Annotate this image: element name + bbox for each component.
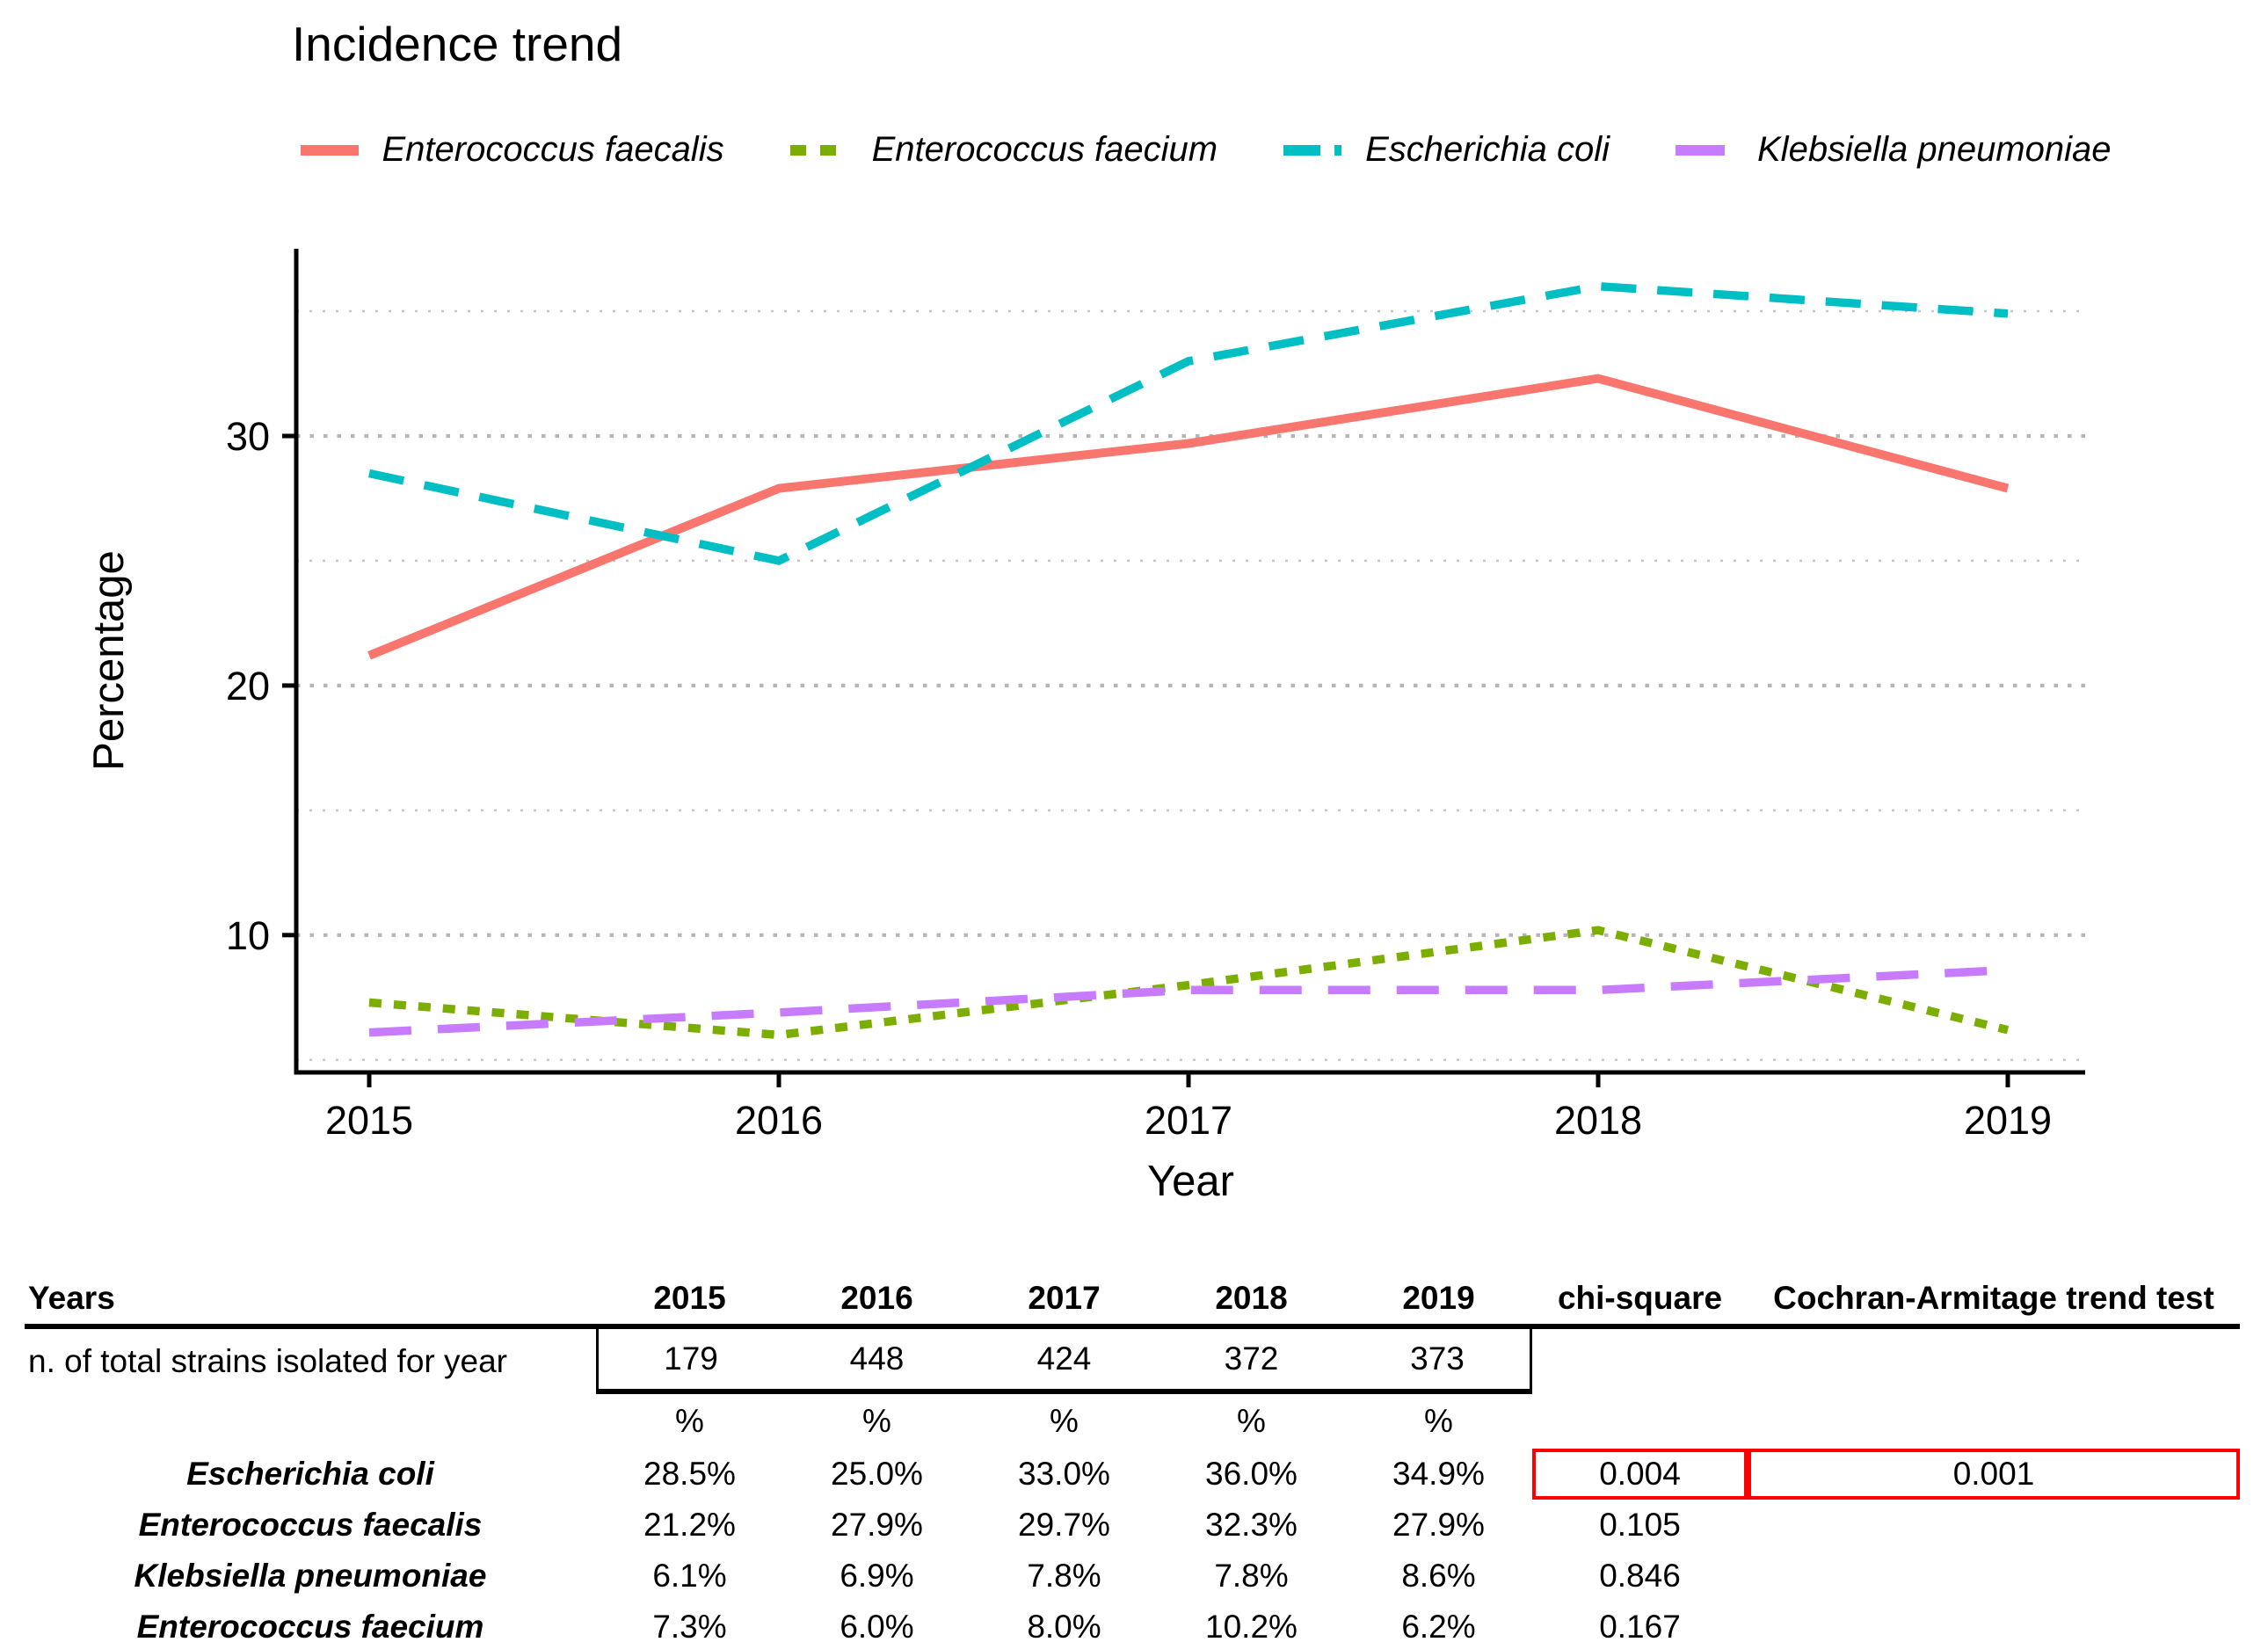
x-tick-label: 2016 xyxy=(735,1098,823,1143)
col-header-chi-square: chi-square xyxy=(1532,1273,1748,1329)
x-tick-label: 2015 xyxy=(325,1098,413,1143)
y-tick-label: 20 xyxy=(226,664,270,708)
empty-cell xyxy=(1748,1329,2240,1394)
series-line xyxy=(368,965,2009,1037)
legend-label: Escherichia coli xyxy=(1365,130,1610,169)
x-tick-label: 2018 xyxy=(1554,1098,1642,1143)
percentage-value: 27.9% xyxy=(831,1507,923,1543)
x-axis-title: Year xyxy=(1147,1158,1234,1205)
percent-symbol: % xyxy=(675,1403,704,1439)
percentage-value: 7.8% xyxy=(1214,1558,1289,1594)
percentage-value: 32.3% xyxy=(1205,1507,1298,1543)
cochran-armitage-value xyxy=(1748,1602,2240,1642)
percentage-value: 27.9% xyxy=(1392,1507,1485,1543)
incidence-trend-chart: 10 20 30 2015 2016 2017 2018 2019 Year Percentage xyxy=(85,249,2085,1205)
chi-square-value: 0.167 xyxy=(1599,1609,1681,1642)
percent-symbol: % xyxy=(1424,1403,1453,1439)
percent-symbol: % xyxy=(1237,1403,1266,1439)
legend-label: Klebsiella pneumoniae xyxy=(1757,130,2112,169)
percentage-value: 36.0% xyxy=(1205,1456,1298,1492)
x-tick-label: 2019 xyxy=(1964,1098,2052,1143)
col-header-cochran-armitage: Cochran-Armitage trend test xyxy=(1748,1273,2240,1329)
empty-cell xyxy=(1748,1394,2240,1449)
series-line xyxy=(368,281,2009,565)
cochran-armitage-value xyxy=(1748,1500,2240,1551)
legend-item: Enterococcus faecium xyxy=(789,130,1218,170)
strains-count: 179 xyxy=(596,1329,783,1394)
chart-title: Incidence trend xyxy=(292,17,623,71)
row-label-species: Enterococcus faecalis xyxy=(138,1507,483,1543)
col-header-year: 2016 xyxy=(783,1273,970,1329)
x-tick-label: 2017 xyxy=(1145,1098,1232,1143)
col-header-year: 2015 xyxy=(596,1273,783,1329)
legend-key-line xyxy=(1283,144,1342,156)
col-header-year: 2018 xyxy=(1158,1273,1345,1329)
legend-item: Klebsiella pneumoniae xyxy=(1675,130,2112,170)
empty-cell xyxy=(25,1394,596,1449)
chart-legend: Enterococcus faecalis Enterococcus faeci… xyxy=(299,130,2112,170)
percentage-value: 33.0% xyxy=(1018,1456,1110,1492)
cochran-armitage-value: 0.001 xyxy=(1748,1449,2240,1500)
col-header-year: 2019 xyxy=(1345,1273,1532,1329)
y-tick-label: 30 xyxy=(226,414,270,459)
series-line xyxy=(368,926,2010,1040)
percent-symbol: % xyxy=(862,1403,891,1439)
row-label-total-strains: n. of total strains isolated for year xyxy=(28,1343,507,1379)
percentage-value: 10.2% xyxy=(1205,1609,1298,1642)
strains-count: 448 xyxy=(783,1329,970,1394)
percentage-value: 8.0% xyxy=(1027,1609,1101,1642)
chi-square-value: 0.846 xyxy=(1599,1558,1681,1594)
legend-key-line xyxy=(300,144,359,156)
empty-cell xyxy=(1532,1394,1748,1449)
percentage-value: 6.2% xyxy=(1401,1609,1476,1642)
y-tick-label: 10 xyxy=(226,913,270,958)
percentage-value: 8.6% xyxy=(1401,1558,1476,1594)
strains-count: 373 xyxy=(1345,1329,1532,1394)
percentage-value: 6.0% xyxy=(840,1609,914,1642)
percentage-value: 28.5% xyxy=(643,1456,736,1492)
percentage-value: 34.9% xyxy=(1392,1456,1485,1492)
percentage-value: 29.7% xyxy=(1018,1507,1110,1543)
y-axis-title: Percentage xyxy=(85,550,133,771)
percentage-value: 25.0% xyxy=(831,1456,923,1492)
percentage-value: 6.9% xyxy=(840,1558,914,1594)
empty-cell xyxy=(1532,1329,1748,1394)
cochran-armitage-value xyxy=(1748,1551,2240,1602)
strains-count: 424 xyxy=(970,1329,1158,1394)
percentage-value: 7.8% xyxy=(1027,1558,1101,1594)
percentage-value: 21.2% xyxy=(643,1507,736,1543)
results-table: Years 2015 2016 2017 2018 2019 chi-square Cochr… xyxy=(25,1273,2240,1642)
percent-symbol: % xyxy=(1050,1403,1079,1439)
legend-label: Enterococcus faecium xyxy=(871,130,1218,169)
legend-item: Escherichia coli xyxy=(1283,130,1610,170)
legend-item: Enterococcus faecalis xyxy=(300,130,724,170)
legend-key-line xyxy=(1676,144,1734,156)
row-label-species: Klebsiella pneumoniae xyxy=(134,1558,487,1594)
chi-square-value: 0.105 xyxy=(1599,1507,1681,1543)
chi-square-value: 0.004 xyxy=(1532,1449,1748,1500)
col-header-years: Years xyxy=(25,1273,596,1329)
percentage-value: 6.1% xyxy=(652,1558,727,1594)
row-label-species: Enterococcus faecium xyxy=(136,1609,484,1642)
col-header-year: 2017 xyxy=(970,1273,1158,1329)
row-label-species: Escherichia coli xyxy=(186,1456,434,1492)
series-line xyxy=(367,374,2010,660)
legend-label: Enterococcus faecalis xyxy=(382,130,724,169)
legend-key-line xyxy=(789,144,848,156)
percentage-value: 7.3% xyxy=(652,1609,727,1642)
strains-count: 372 xyxy=(1158,1329,1345,1394)
